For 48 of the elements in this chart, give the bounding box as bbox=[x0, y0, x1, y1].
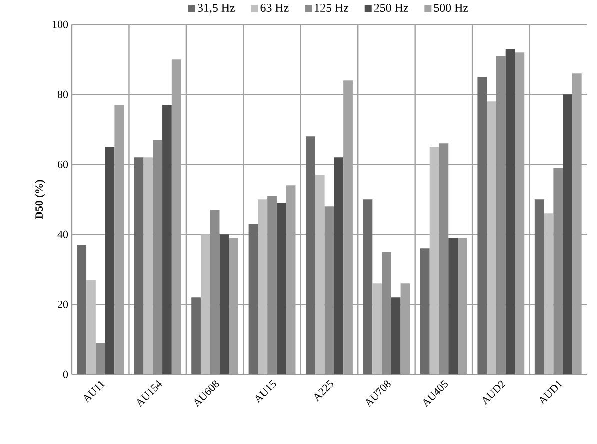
bar bbox=[77, 245, 87, 375]
bar bbox=[496, 56, 506, 375]
bar bbox=[306, 136, 316, 375]
bar bbox=[268, 196, 277, 375]
bar bbox=[248, 224, 258, 375]
bar bbox=[96, 343, 106, 375]
bar bbox=[363, 200, 373, 375]
y-tick-label: 0 bbox=[63, 371, 68, 378]
bar bbox=[391, 298, 401, 375]
y-tick-label: 100 bbox=[53, 21, 68, 28]
bar bbox=[315, 175, 325, 375]
bar bbox=[487, 102, 496, 375]
bar bbox=[220, 234, 230, 375]
legend-label: 250 Hz bbox=[374, 4, 408, 12]
legend-label: 125 Hz bbox=[315, 4, 349, 12]
bar bbox=[192, 298, 201, 375]
bar bbox=[162, 105, 172, 375]
y-tick-label: 80 bbox=[58, 91, 68, 98]
bar bbox=[534, 200, 544, 375]
bar bbox=[563, 94, 572, 375]
bar bbox=[506, 49, 516, 375]
legend-label: 63 Hz bbox=[260, 4, 289, 12]
bar bbox=[210, 210, 220, 375]
legend-label: 500 Hz bbox=[434, 4, 468, 12]
legend-label: 31,5 Hz bbox=[198, 4, 235, 14]
bar bbox=[324, 206, 334, 375]
bar bbox=[276, 203, 286, 375]
y-tick-label: 60 bbox=[58, 161, 68, 168]
bar bbox=[430, 147, 440, 375]
bar bbox=[144, 158, 154, 375]
bar bbox=[439, 144, 449, 375]
bar bbox=[544, 214, 554, 375]
y-axis-title: D50 (%) bbox=[35, 180, 46, 220]
bar bbox=[86, 280, 96, 375]
bar bbox=[420, 248, 430, 375]
bar bbox=[258, 200, 268, 375]
bar bbox=[200, 234, 210, 375]
y-tick-label: 40 bbox=[58, 231, 68, 238]
bar bbox=[334, 158, 344, 375]
bar bbox=[448, 238, 458, 375]
bar bbox=[554, 168, 564, 375]
bar bbox=[105, 147, 115, 375]
bar bbox=[372, 284, 382, 375]
bar bbox=[134, 158, 144, 375]
bar bbox=[478, 77, 488, 375]
bar bbox=[382, 252, 392, 375]
y-tick-label: 20 bbox=[58, 301, 68, 308]
bar bbox=[153, 140, 163, 375]
